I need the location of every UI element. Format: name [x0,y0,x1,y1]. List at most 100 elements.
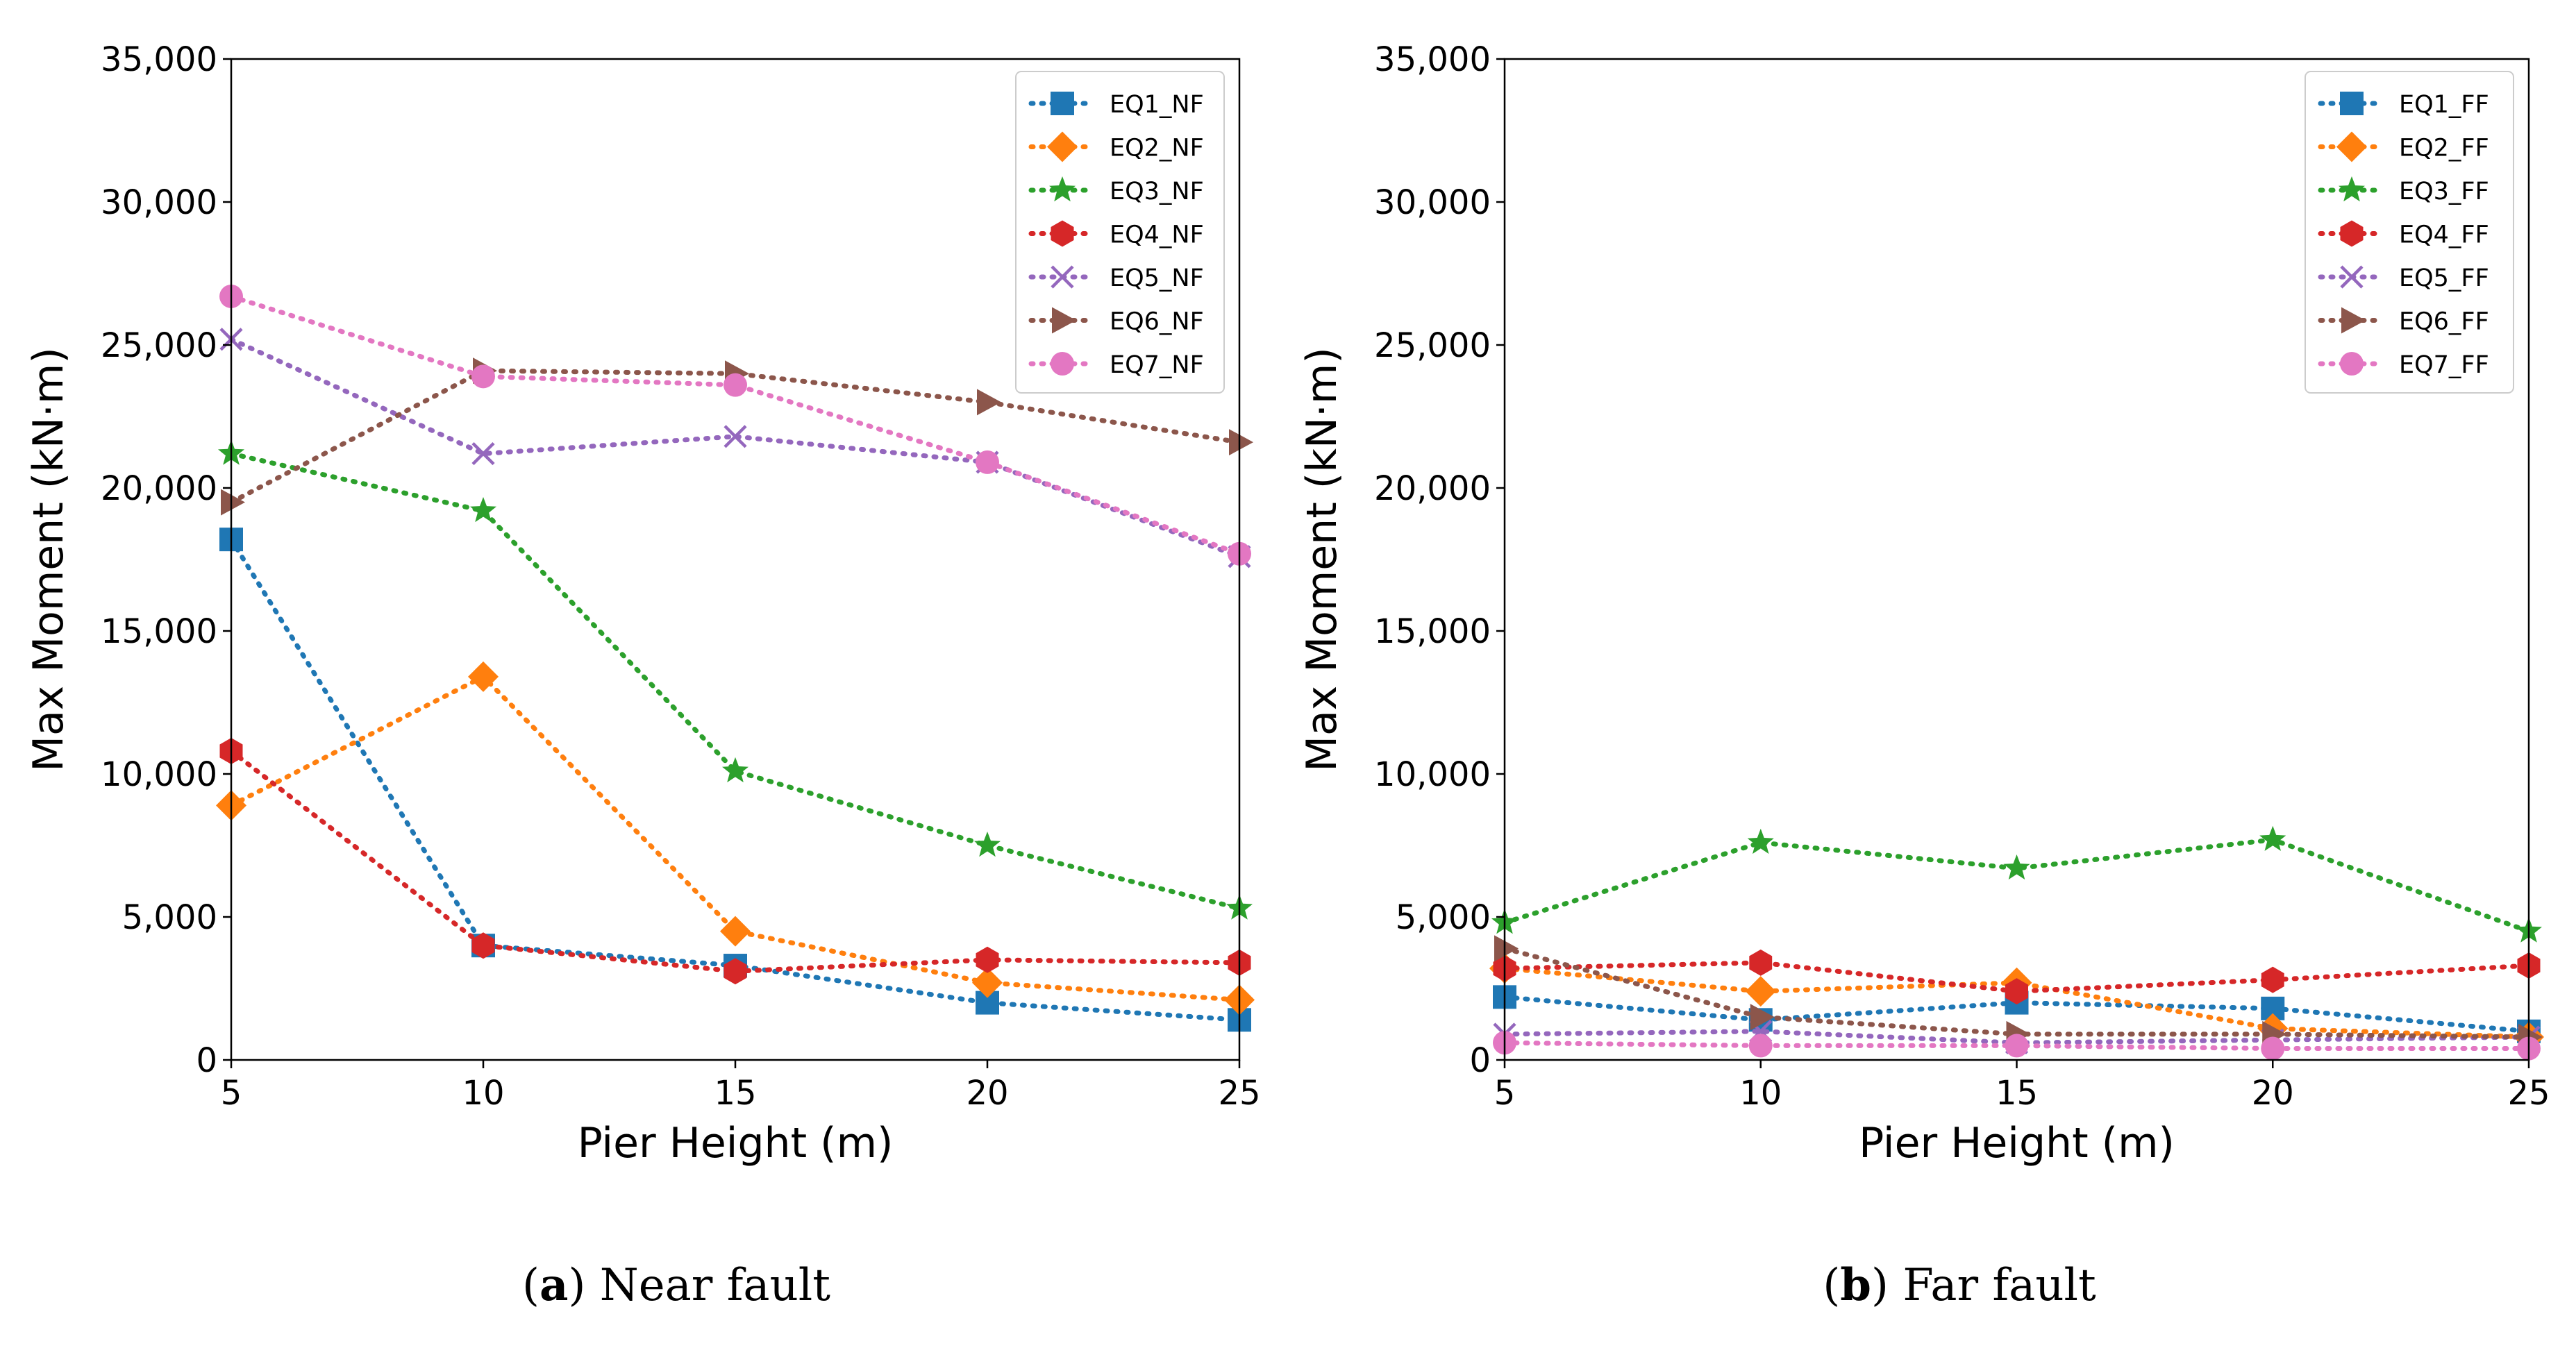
data-point-EQ6_NF-5 [221,489,245,516]
x-tick-label: 15 [1996,1074,2038,1113]
legend-marker-EQ6_NF [1052,307,1076,334]
y-tick-label: 20,000 [1374,469,1491,508]
legend-marker-EQ4_FF [2340,220,2364,247]
data-point-EQ2_NF-20 [972,967,1003,998]
y-tick-label: 35,000 [101,40,217,79]
data-point-EQ2_NF-15 [720,916,751,947]
series-line-EQ7_NF [228,294,1242,557]
series-line-EQ1_NF [228,537,1242,1022]
legend-label-EQ3_NF: EQ3_NF [1110,178,1204,205]
x-tick-label: 5 [1494,1074,1516,1113]
panel-caption: (b) Far fault [1823,1259,2096,1311]
data-point-EQ6_NF-25 [1229,429,1253,456]
legend-label-EQ4_FF: EQ4_FF [2399,221,2489,249]
data-point-EQ2_NF-10 [468,661,499,692]
series-EQ1_NF [219,528,1251,1032]
legend-label-EQ6_NF: EQ6_NF [1110,308,1204,336]
data-point-EQ2_FF-10 [1745,976,1776,1007]
data-point-EQ5_NF-10 [471,441,495,466]
data-point-EQ3_NF-15 [722,757,748,783]
legend: EQ1_FF EQ2_FF EQ3_FF EQ4_FF EQ5_FF EQ6_FF EQ7_… [2305,71,2514,394]
legend-label-EQ4_NF: EQ4_NF [1110,221,1204,249]
data-point-EQ3_NF-20 [974,832,1001,857]
data-point-EQ3_NF-10 [470,497,496,523]
legend-marker-EQ1_NF [1051,92,1074,115]
panel-far-fault: 0 5,000 10,000 15,000 20,000 25,000 30,000 35,0… [1298,40,2550,1311]
legend-label-EQ5_FF: EQ5_FF [2399,264,2489,292]
y-tick-label: 10,000 [101,755,217,794]
y-axis-label: Max Moment (kN·m) [24,347,73,772]
y-axis-label: Max Moment (kN·m) [1298,347,1346,772]
legend-marker-EQ2_NF [1047,131,1078,162]
y-tick-label: 10,000 [1374,755,1491,794]
series-EQ3_NF [218,439,1253,920]
legend-label-EQ1_FF: EQ1_FF [2399,91,2489,119]
legend-marker-EQ3_NF [1049,176,1076,202]
legend-label-EQ2_NF: EQ2_NF [1110,135,1204,162]
y-tick-label: 5,000 [122,898,217,937]
series-line-EQ3_NF [228,451,1242,911]
data-point-EQ3_FF-10 [1747,828,1774,854]
panel-caption: (a) Near fault [522,1259,830,1311]
data-point-EQ4_NF-10 [471,932,495,959]
x-axis-label: Pier Height (m) [1859,1119,2175,1168]
series-line-EQ2_NF [228,673,1242,1002]
y-tick-label: 15,000 [101,612,217,651]
data-point-EQ3_FF-15 [2003,854,2030,880]
legend-marker-EQ4_NF [1051,220,1074,247]
data-point-EQ7_FF-15 [2005,1034,2029,1058]
y-tick-label: 15,000 [1374,612,1491,651]
legend-label-EQ7_FF: EQ7_FF [2399,351,2489,379]
data-point-EQ6_FF-10 [1750,1004,1775,1031]
data-point-EQ4_FF-10 [1749,949,1773,976]
legend-label-EQ7_NF: EQ7_NF [1110,351,1204,379]
data-point-EQ7_FF-10 [1748,1034,1773,1058]
legend-label-EQ5_NF: EQ5_NF [1110,264,1204,292]
y-tick-label: 30,000 [101,183,217,222]
panel-near-fault: 0 5,000 10,000 15,000 20,000 25,000 30,000 35,0… [24,40,1261,1311]
data-point-EQ6_FF-5 [1494,935,1519,962]
legend: EQ1_NF EQ2_NF EQ3_NF EQ4_NF EQ5_NF EQ6_NF EQ7_… [1015,71,1225,394]
legend-label-EQ3_FF: EQ3_FF [2399,178,2489,205]
y-tick-label: 30,000 [1374,183,1491,222]
x-tick-label: 15 [714,1074,756,1113]
legend-marker-EQ6_FF [2341,307,2366,334]
data-point-EQ5_NF-15 [724,425,747,448]
series-EQ3_FF [1491,825,2542,943]
y-tick-label: 0 [196,1041,217,1080]
y-tick-label: 5,000 [1396,898,1491,937]
legend-label-EQ2_FF: EQ2_FF [2399,135,2489,162]
data-point-EQ4_NF-15 [724,958,747,985]
y-tick-label: 35,000 [1374,40,1491,79]
series-line-EQ3_FF [1502,837,2532,934]
data-point-EQ7_NF-10 [471,364,495,389]
data-point-EQ4_NF-20 [976,946,999,973]
y-tick-label: 20,000 [101,469,217,508]
x-tick-label: 10 [462,1074,504,1113]
legend-marker-EQ1_FF [2340,92,2364,115]
legend-label-EQ6_FF: EQ6_FF [2399,308,2489,336]
legend-marker-EQ2_FF [2336,131,2367,162]
y-tick-label: 25,000 [1374,326,1491,365]
data-point-EQ7_NF-20 [976,450,999,474]
x-tick-label: 20 [966,1074,1008,1113]
legend-marker-EQ3_FF [2339,176,2365,202]
legend-marker-EQ5_FF [2340,265,2364,289]
legend-marker-EQ7_NF [1051,352,1074,376]
x-tick-label: 25 [2507,1074,2550,1113]
x-tick-label: 25 [1218,1074,1260,1113]
x-tick-label: 10 [1739,1074,1782,1113]
data-point-EQ6_NF-20 [977,389,1001,416]
legend-marker-EQ7_FF [2340,352,2364,376]
data-point-EQ7_FF-20 [2261,1036,2285,1061]
series-EQ2_NF [216,661,1255,1016]
x-axis-label: Pier Height (m) [578,1119,894,1168]
series-line-EQ6_NF [228,368,1242,505]
x-tick-label: 5 [221,1074,242,1113]
series-EQ4_NF [219,738,1251,985]
y-tick-label: 25,000 [101,326,217,365]
legend-marker-EQ5_NF [1051,265,1074,289]
data-point-EQ3_FF-20 [2259,825,2286,851]
y-tick-label: 0 [1469,1041,1491,1080]
